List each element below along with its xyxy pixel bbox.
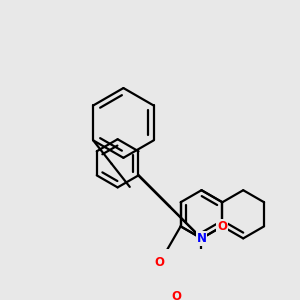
Text: N: N [196,232,206,245]
Text: O: O [155,256,165,269]
Text: O: O [218,220,227,233]
Text: O: O [171,290,181,300]
